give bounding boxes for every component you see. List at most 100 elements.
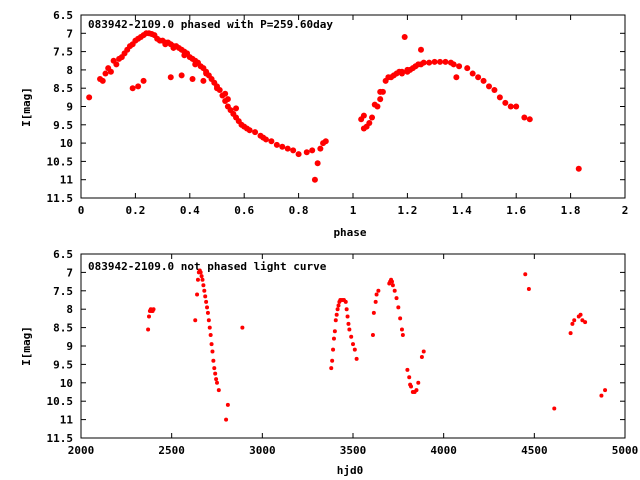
unphased-data-point [523, 272, 528, 277]
phased-data-point [129, 85, 136, 92]
unphased-data-point [389, 279, 394, 284]
unphased-data-point [216, 388, 221, 393]
unphased-data-point [332, 329, 337, 334]
unphased-data-point [213, 371, 218, 376]
phased-chart-title: 083942-2109.0 phased with P=259.60day [88, 18, 333, 31]
unphased-data-point [200, 277, 205, 282]
phased-data-point [475, 74, 482, 81]
phased-data-point [404, 68, 411, 75]
unphased-data-point [570, 321, 575, 326]
unphased-data-point [351, 342, 355, 347]
unphased-x-tick-label: 4500 [521, 444, 548, 457]
unphased-data-point [209, 342, 214, 347]
phased-y-tick-label: 10.5 [47, 155, 74, 168]
phased-data-point [140, 77, 147, 84]
unphased-data-point [207, 325, 212, 330]
unphased-data-point [195, 292, 200, 297]
phased-data-point [453, 74, 460, 81]
unphased-y-tick-label: 10 [60, 377, 73, 390]
phased-data-point [366, 119, 373, 126]
unphased-data-point [198, 270, 203, 275]
unphased-data-point [336, 303, 341, 308]
unphased-data-point [330, 358, 335, 363]
unphased-chart-title: 083942-2109.0 not phased light curve [88, 260, 327, 273]
unphased-data-point [345, 314, 350, 319]
unphased-data-point [376, 288, 381, 293]
phased-data-point [214, 85, 220, 92]
unphased-data-point [394, 296, 399, 301]
unphased-y-tick-label: 9.5 [53, 358, 73, 371]
unphased-data-point [409, 384, 414, 389]
phased-x-tick-label: 1.2 [397, 204, 417, 217]
phased-data-point [260, 134, 267, 141]
phased-data-point [170, 44, 177, 51]
unphased-data-point [211, 358, 216, 363]
unphased-data-point [210, 349, 215, 354]
phased-data-point [456, 63, 463, 70]
phased-x-tick-label: 1 [350, 204, 357, 217]
phased-data-point [464, 65, 471, 72]
unphased-data-point [208, 332, 213, 337]
unphased-light-curve-chart: 083942-2109.0 not phased light curve hjd… [20, 248, 638, 477]
phased-x-tick-label: 1.8 [561, 204, 581, 217]
phased-data-point [420, 59, 427, 66]
phased-data-point [167, 74, 174, 81]
phased-data-point [102, 70, 109, 77]
phased-data-point [442, 58, 449, 65]
phased-data-point [401, 33, 408, 40]
phased-data-point [377, 96, 384, 103]
unphased-y-tick-label: 11.5 [47, 432, 74, 445]
unphased-data-point [331, 347, 336, 352]
unphased-y-tick-label: 9 [66, 340, 73, 353]
unphased-data-point [205, 305, 210, 310]
phased-data-point [317, 145, 324, 152]
phased-x-tick-label: 1.4 [452, 204, 472, 217]
unphased-x-tick-label: 2000 [68, 444, 95, 457]
phased-data-point [295, 151, 302, 158]
unphased-data-point [329, 366, 334, 371]
phased-data-point [311, 176, 318, 183]
phased-x-tick-label: 0.4 [180, 204, 200, 217]
phased-x-tick-label: 0.2 [125, 204, 145, 217]
phased-data-point [314, 160, 321, 167]
phased-data-point [575, 165, 582, 172]
phased-data-point [268, 138, 275, 145]
unphased-data-point [214, 377, 219, 382]
phased-data-point [189, 76, 196, 83]
unphased-data-point [352, 347, 357, 352]
unphased-data-point [392, 288, 397, 293]
phased-data-point [233, 105, 240, 112]
phased-data-point [200, 77, 207, 84]
unphased-data-point [373, 299, 378, 304]
unphased-y-tick-label: 7 [66, 266, 73, 279]
unphased-y-tick-label: 8.5 [53, 322, 73, 335]
phased-data-point [222, 90, 229, 97]
phased-data-point [113, 61, 120, 68]
unphased-x-tick-label: 4000 [430, 444, 457, 457]
phased-y-tick-label: 7 [66, 27, 73, 40]
phased-data-point [486, 83, 492, 90]
unphased-data-point [193, 318, 198, 323]
unphased-x-tick-label: 5000 [612, 444, 639, 457]
unphased-data-point [371, 310, 376, 315]
phased-data-point [374, 103, 381, 110]
phased-data-point [469, 70, 476, 77]
unphased-data-point [206, 318, 211, 323]
unphased-data-point [552, 406, 557, 411]
phased-data-point [135, 83, 142, 90]
unphased-data-point [599, 393, 604, 398]
unphased-data-point [205, 310, 210, 315]
unphased-data-point [568, 331, 573, 336]
phased-y-tick-label: 8.5 [53, 82, 73, 95]
unphased-chart-ylabel: I[mag] [20, 326, 33, 366]
phased-y-tick-label: 11.5 [47, 192, 74, 205]
phased-data-point [360, 112, 367, 119]
phased-data-point [86, 94, 93, 101]
unphased-data-point [421, 349, 426, 354]
phased-x-tick-label: 1.6 [506, 204, 526, 217]
unphased-data-point [334, 312, 339, 317]
phased-data-point [322, 138, 329, 145]
phased-data-point [99, 77, 106, 84]
unphased-chart-xlabel: hjd0 [337, 464, 364, 477]
